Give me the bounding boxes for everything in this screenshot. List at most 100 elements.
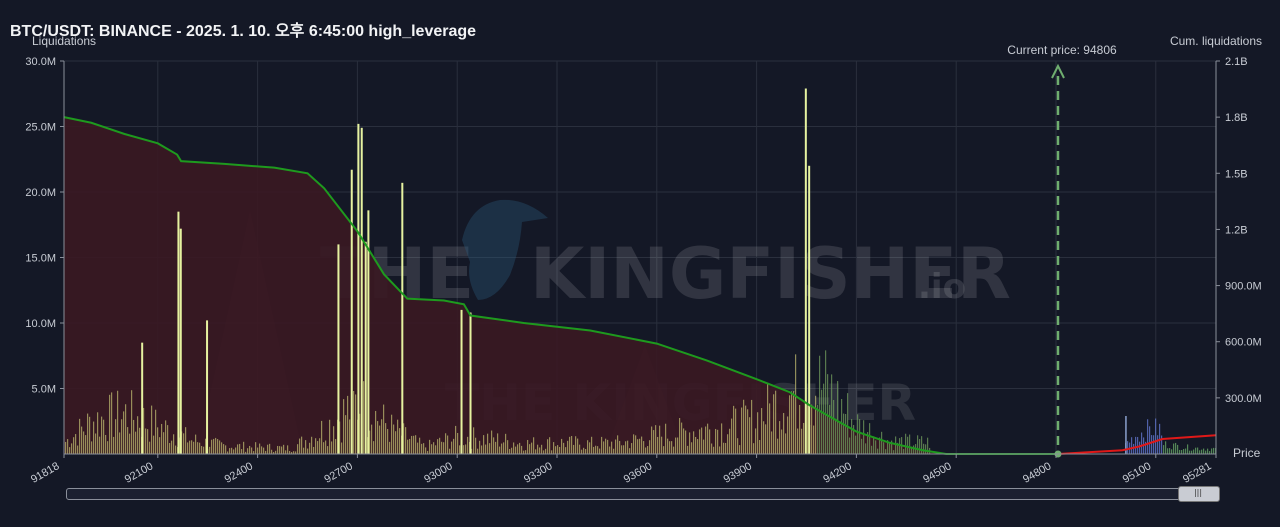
- long-bar: [533, 437, 535, 454]
- long-bar: [299, 438, 301, 454]
- long-bar: [557, 445, 559, 454]
- long-spike-bar: [141, 342, 144, 454]
- long-bar: [639, 438, 641, 454]
- long-bar: [751, 399, 753, 454]
- long-bar: [885, 449, 887, 454]
- long-bar: [85, 435, 87, 454]
- long-bar: [887, 440, 889, 454]
- long-bar: [325, 440, 327, 454]
- long-bar: [821, 389, 823, 454]
- x-tick-label: 92100: [123, 460, 155, 486]
- long-spike-bar: [350, 169, 353, 455]
- long-bar: [897, 442, 899, 454]
- long-bar: [253, 451, 255, 454]
- long-bar: [735, 408, 737, 454]
- long-bar: [155, 409, 157, 454]
- long-bar: [221, 442, 223, 454]
- long-bar: [919, 439, 921, 454]
- cum-long-line: [63, 116, 1058, 455]
- long-bar: [355, 394, 357, 454]
- short-bar: [1177, 444, 1179, 454]
- long-bar: [811, 404, 813, 454]
- y2-tick-label: 2.1B: [1225, 56, 1248, 68]
- short-bar: [1163, 445, 1165, 454]
- long-bar: [879, 437, 881, 454]
- long-bar: [307, 448, 309, 454]
- long-bar: [261, 446, 263, 454]
- long-bar: [663, 446, 665, 454]
- long-bar: [833, 399, 835, 454]
- short-bar: [1147, 419, 1149, 454]
- long-bar: [331, 441, 333, 454]
- long-bar: [93, 421, 95, 454]
- long-bar: [785, 433, 787, 454]
- short-bar: [1173, 443, 1175, 454]
- short-bar: [1133, 443, 1135, 454]
- long-bar: [205, 438, 207, 454]
- long-bar: [371, 424, 373, 454]
- long-bar: [471, 448, 473, 454]
- long-bar: [673, 446, 675, 454]
- long-bar: [921, 436, 923, 454]
- long-spike-bar: [401, 182, 404, 454]
- long-bar: [353, 391, 355, 454]
- long-bar: [193, 441, 195, 454]
- long-bar: [629, 448, 631, 454]
- long-bar: [719, 446, 721, 454]
- long-bar: [311, 436, 313, 454]
- long-bar: [91, 441, 93, 454]
- long-bar: [333, 426, 335, 454]
- long-bar: [505, 433, 507, 454]
- long-bar: [535, 449, 537, 454]
- long-bar: [831, 374, 833, 454]
- long-bar: [565, 447, 567, 454]
- scroll-handle[interactable]: |||: [1178, 486, 1220, 502]
- long-bar: [765, 424, 767, 454]
- long-bar: [585, 448, 587, 454]
- long-bar: [171, 440, 173, 454]
- long-bar: [729, 428, 731, 454]
- long-bar: [139, 427, 141, 454]
- long-bar: [889, 442, 891, 454]
- long-bar: [873, 436, 875, 454]
- long-bar: [289, 450, 291, 454]
- long-bar: [657, 436, 659, 454]
- short-bar: [1181, 450, 1183, 454]
- long-spike-bar: [206, 320, 209, 454]
- long-bar: [835, 418, 837, 454]
- long-bar: [555, 446, 557, 454]
- long-bar: [321, 420, 323, 454]
- bars: [65, 88, 1217, 455]
- arrow-up-icon: [1051, 63, 1065, 79]
- long-bar: [523, 450, 525, 454]
- long-bar: [665, 423, 667, 454]
- long-bar: [681, 422, 683, 454]
- long-bar: [243, 441, 245, 454]
- range-scrollbar[interactable]: |||: [66, 486, 1220, 502]
- cum-short-line: [1057, 434, 1217, 455]
- long-bar: [441, 441, 443, 454]
- x-tick-label: 95100: [1121, 460, 1153, 486]
- long-bar: [343, 399, 345, 454]
- long-bar: [731, 418, 733, 454]
- y-tick-label: 10.0M: [25, 318, 56, 330]
- long-bar: [655, 425, 657, 454]
- short-bar: [1137, 436, 1139, 454]
- long-bar: [619, 440, 621, 454]
- long-bar: [323, 442, 325, 454]
- long-bar: [717, 429, 719, 454]
- long-bar: [601, 436, 603, 454]
- long-bar: [815, 395, 817, 454]
- long-bar: [653, 430, 655, 454]
- long-bar: [251, 447, 253, 454]
- short-bar: [1201, 449, 1203, 454]
- short-bar: [1171, 449, 1173, 454]
- long-bar: [315, 438, 317, 454]
- long-bar: [143, 407, 145, 454]
- long-bar: [907, 436, 909, 454]
- long-bar: [209, 446, 211, 454]
- long-bar: [167, 425, 169, 454]
- long-bar: [107, 441, 109, 454]
- chart-title: BTC/USDT: BINANCE - 2025. 1. 10. 오후 6:45…: [10, 23, 477, 40]
- long-bar: [621, 445, 623, 454]
